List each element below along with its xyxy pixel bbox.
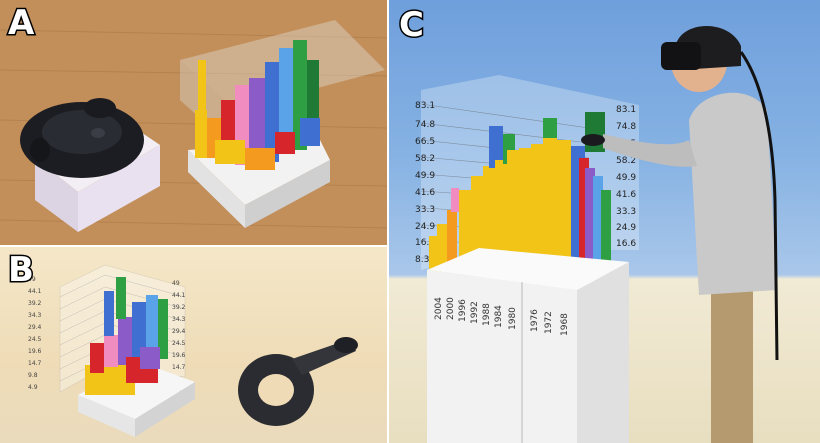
tick-label: 16.6 <box>415 238 435 248</box>
panel-c-label: C <box>398 5 426 45</box>
tick-label: 83.1 <box>616 105 636 115</box>
year-label: 1992 <box>470 301 480 324</box>
tick-label: 33.3 <box>415 205 435 215</box>
tick-label: 66.5 <box>415 137 435 147</box>
panel-c-right-ticks: 83.1 74.8 66.5 58.2 49.9 41.6 33.3 24.9 … <box>616 105 636 249</box>
tick-label: 24.9 <box>616 223 636 233</box>
tick-label: 41.6 <box>616 190 636 200</box>
year-label: 1996 <box>458 299 468 322</box>
tick-label: 24.5 <box>28 336 42 343</box>
tick-label: 49 <box>172 280 180 287</box>
tick-label: 9.8 <box>28 372 38 379</box>
tick-label: 39.2 <box>172 304 186 311</box>
panel-b-label: B <box>7 250 36 290</box>
tick-label: 34.3 <box>28 312 42 319</box>
tick-label: 14.7 <box>172 364 186 371</box>
panel-c-year-labels: 2004 2000 1996 1992 1988 1984 1980 1976 … <box>434 297 570 336</box>
year-label: 1988 <box>482 303 492 326</box>
tick-label: 19.6 <box>28 348 42 355</box>
tick-label: 58.2 <box>415 154 435 164</box>
tick-label: 14.7 <box>28 360 42 367</box>
tick-label: 49.9 <box>415 171 435 181</box>
panel-a-scene <box>0 0 387 245</box>
tick-label: 34.3 <box>172 316 186 323</box>
panel-b: 49 44.1 39.2 34.3 29.4 24.5 19.6 14.7 9.… <box>0 247 387 443</box>
panel-c-scene: 83.1 74.8 66.5 58.2 49.9 41.6 33.3 24.9 … <box>415 25 779 443</box>
tick-label: 44.1 <box>172 292 186 299</box>
tick-label: 16.6 <box>616 239 636 249</box>
year-label: 1968 <box>560 313 570 336</box>
panel-a: A <box>0 0 387 245</box>
panel-b-bars <box>85 277 168 395</box>
printed-chart <box>180 20 385 228</box>
year-label: 1980 <box>508 307 518 330</box>
panel-b-scene: 49 44.1 39.2 34.3 29.4 24.5 19.6 14.7 9.… <box>28 264 358 437</box>
year-label: 1972 <box>544 311 554 334</box>
panel-c: 83.1 74.8 66.5 58.2 49.9 41.6 33.3 24.9 … <box>389 0 820 443</box>
tick-label: 74.8 <box>415 120 435 130</box>
year-label: 1976 <box>530 309 540 332</box>
panel-a-label: A <box>6 3 35 43</box>
tick-label: 44.1 <box>28 288 42 295</box>
year-label: 2004 <box>434 297 444 320</box>
tick-label: 24.5 <box>172 340 186 347</box>
tick-label: 29.4 <box>28 324 42 331</box>
tick-label: 33.3 <box>616 207 636 217</box>
year-label: 1984 <box>494 305 504 328</box>
vr-controller <box>238 337 358 426</box>
tick-label: 19.6 <box>172 352 186 359</box>
tick-label: 29.4 <box>172 328 186 335</box>
person-with-vr-headset <box>581 25 779 443</box>
tick-label: 24.9 <box>415 222 435 232</box>
year-label: 2000 <box>446 297 456 320</box>
tick-label: 8.3 <box>415 255 429 265</box>
panel-b-left-ticks: 49 44.1 39.2 34.3 29.4 24.5 19.6 14.7 9.… <box>28 276 42 391</box>
tick-label: 49.9 <box>616 173 636 183</box>
pedestal <box>427 248 629 443</box>
panel-c-left-ticks: 83.1 74.8 66.5 58.2 49.9 41.6 33.3 24.9 … <box>415 101 435 265</box>
tick-label: 83.1 <box>415 101 435 111</box>
tick-label: 4.9 <box>28 384 38 391</box>
tick-label: 58.2 <box>616 156 636 166</box>
tick-label: 41.6 <box>415 188 435 198</box>
vr-tracker <box>20 98 144 178</box>
tick-label: 39.2 <box>28 300 42 307</box>
tick-label: 49 <box>28 276 36 283</box>
tick-label: 74.8 <box>616 122 636 132</box>
